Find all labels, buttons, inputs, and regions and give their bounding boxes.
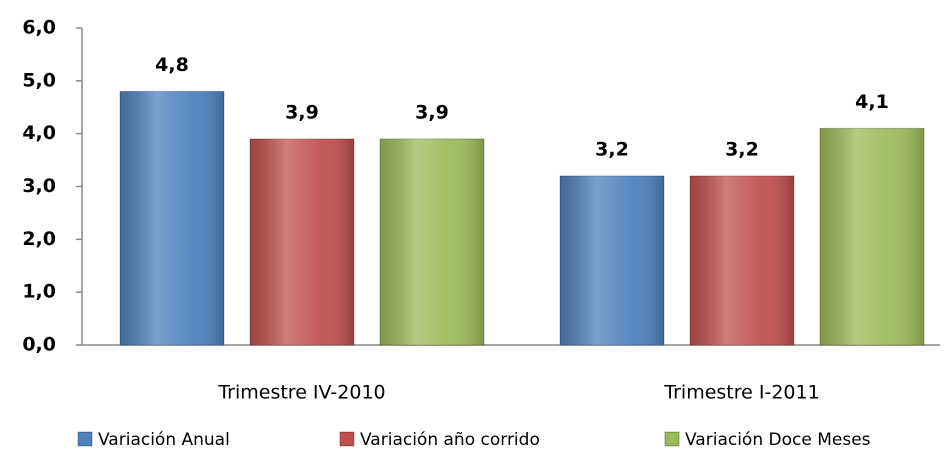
y-tick-label: 6,0 — [22, 17, 56, 39]
bar-highlight — [250, 138, 354, 345]
legend-swatch — [664, 431, 680, 447]
y-tick-label: 1,0 — [22, 281, 56, 303]
legend-label: Variación Anual — [98, 430, 230, 450]
y-tick-label: 4,0 — [22, 122, 56, 144]
value-label: 3,9 — [285, 101, 319, 123]
value-label: 3,9 — [415, 101, 449, 123]
bar-highlight — [380, 138, 484, 345]
y-tick-label: 3,0 — [22, 175, 56, 197]
bar-highlight — [690, 175, 794, 345]
x-tick-label: Trimestre IV-2010 — [217, 382, 385, 404]
bar-highlight — [120, 91, 224, 346]
x-tick-label: Trimestre I-2011 — [663, 382, 819, 404]
y-tick-label: 5,0 — [22, 69, 56, 91]
value-label: 4,1 — [855, 91, 889, 113]
value-label: 3,2 — [725, 138, 759, 160]
y-tick-label: 0,0 — [22, 334, 56, 356]
value-label: 4,8 — [155, 54, 189, 76]
legend-swatch — [77, 431, 93, 447]
y-tick-label: 2,0 — [22, 228, 56, 250]
bar-highlight — [560, 175, 664, 345]
legend-label: Variación año corrido — [360, 430, 540, 450]
bar-highlight — [820, 128, 924, 345]
value-label: 3,2 — [595, 138, 629, 160]
legend-label: Variación Doce Meses — [685, 430, 871, 450]
legend-swatch — [339, 431, 355, 447]
